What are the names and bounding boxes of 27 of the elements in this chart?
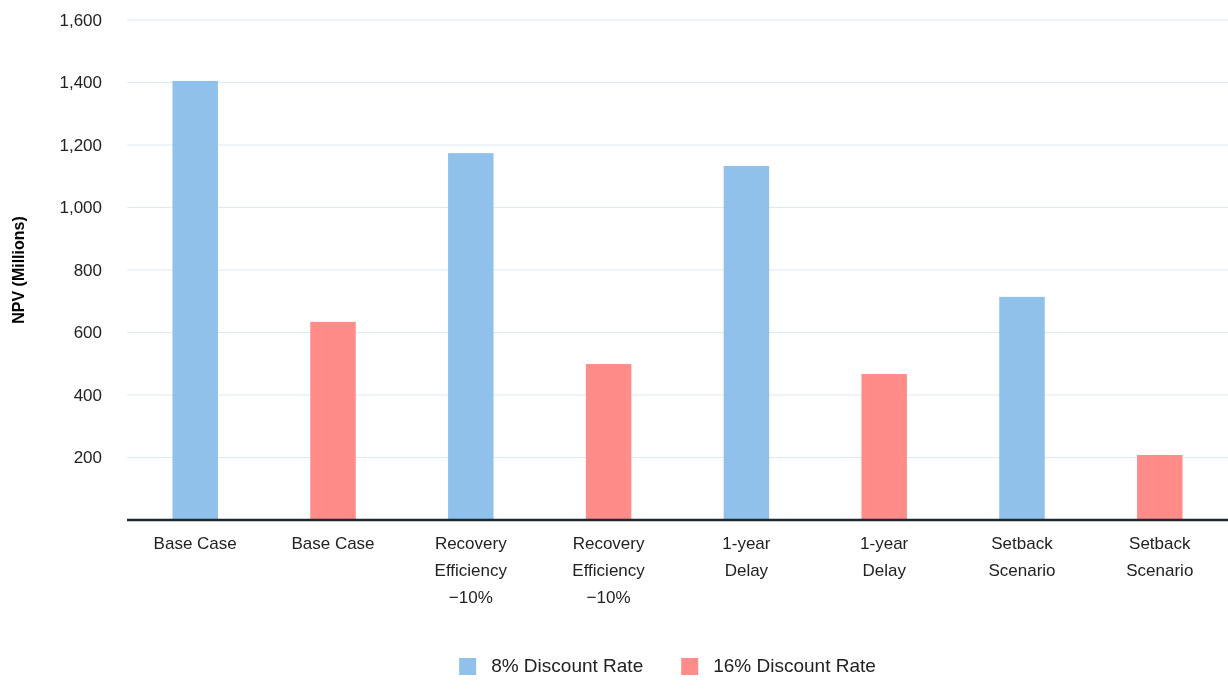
y-tick-label: 1,600 xyxy=(59,10,102,30)
y-tick-label: 1,400 xyxy=(59,73,102,93)
x-tick-label: Setback Scenario xyxy=(1126,534,1194,581)
y-tick-label: 1,200 xyxy=(59,135,102,155)
bar xyxy=(172,80,218,520)
y-tick-label: 400 xyxy=(73,385,102,405)
x-tick-label: Base Case xyxy=(153,534,237,553)
bar xyxy=(1137,455,1183,520)
bar xyxy=(723,165,770,520)
x-tick-label: 1-year Delay xyxy=(722,534,771,581)
y-tick-label: 200 xyxy=(73,448,102,468)
bar xyxy=(585,364,632,520)
legend-label: 16% Discount Rate xyxy=(713,655,876,676)
y-axis-title: NPV (Millions) xyxy=(10,216,27,324)
legend-label: 8% Discount Rate xyxy=(491,655,644,676)
x-tick-label: Setback Scenario xyxy=(988,534,1056,581)
y-tick-label: 1,000 xyxy=(59,198,102,218)
bar xyxy=(999,296,1045,520)
bar xyxy=(861,374,907,520)
y-tick-label: 600 xyxy=(73,323,102,343)
bar xyxy=(448,153,494,520)
x-tick-label: Recovery Efficiency −10% xyxy=(434,534,508,608)
bar xyxy=(310,321,356,520)
x-tick-label: Base Case xyxy=(291,534,375,553)
x-tick-label: 1-year Delay xyxy=(860,534,909,581)
y-tick-label: 800 xyxy=(73,260,102,280)
x-tick-label: Recovery Efficiency −10% xyxy=(572,534,646,608)
